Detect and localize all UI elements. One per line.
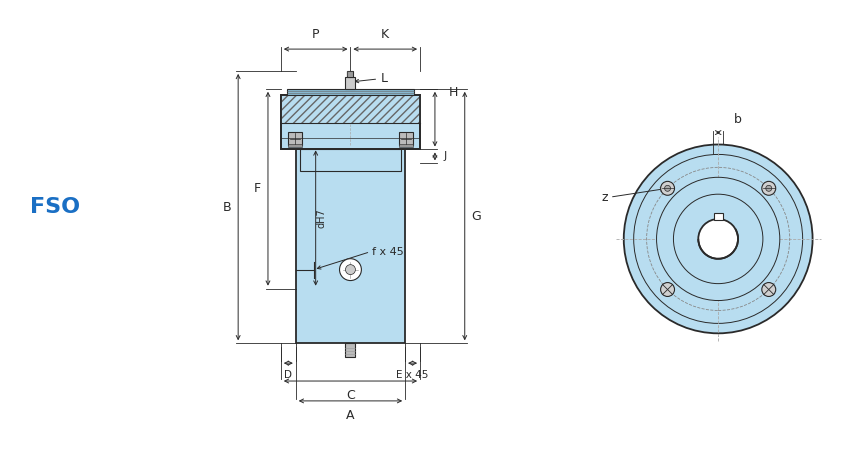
Bar xyxy=(399,132,413,145)
Text: C: C xyxy=(346,389,355,402)
Circle shape xyxy=(656,177,780,300)
Text: H: H xyxy=(449,86,458,99)
Text: P: P xyxy=(312,28,319,41)
Circle shape xyxy=(340,259,362,281)
Text: D: D xyxy=(285,370,292,380)
Circle shape xyxy=(665,185,671,191)
Text: dH7: dH7 xyxy=(317,208,327,228)
Text: K: K xyxy=(381,28,390,41)
Circle shape xyxy=(766,185,772,191)
Circle shape xyxy=(698,219,738,259)
Text: A: A xyxy=(346,409,355,422)
Text: FSO: FSO xyxy=(30,197,80,217)
Text: b: b xyxy=(734,113,742,126)
Bar xyxy=(296,150,405,343)
Bar xyxy=(346,77,356,89)
Circle shape xyxy=(673,194,763,284)
Text: f x 45: f x 45 xyxy=(373,247,404,257)
Circle shape xyxy=(761,181,776,195)
Text: L: L xyxy=(380,72,387,85)
Circle shape xyxy=(661,282,674,296)
Bar xyxy=(281,95,420,150)
Bar xyxy=(346,343,356,357)
Circle shape xyxy=(634,154,803,323)
Circle shape xyxy=(346,264,356,275)
Bar xyxy=(281,95,420,150)
Text: E x 45: E x 45 xyxy=(396,370,429,380)
Text: G: G xyxy=(472,210,481,223)
Circle shape xyxy=(661,181,674,195)
Bar xyxy=(300,150,401,172)
Bar xyxy=(288,132,302,145)
Bar xyxy=(287,89,414,95)
Text: J: J xyxy=(444,151,447,162)
Text: B: B xyxy=(223,201,231,214)
Bar xyxy=(288,145,302,147)
Bar xyxy=(281,95,420,123)
Circle shape xyxy=(623,145,812,333)
Circle shape xyxy=(761,282,776,296)
Text: F: F xyxy=(254,182,261,195)
Bar xyxy=(399,145,413,147)
Bar xyxy=(714,213,722,220)
Bar xyxy=(347,71,353,77)
Text: z: z xyxy=(601,191,608,204)
